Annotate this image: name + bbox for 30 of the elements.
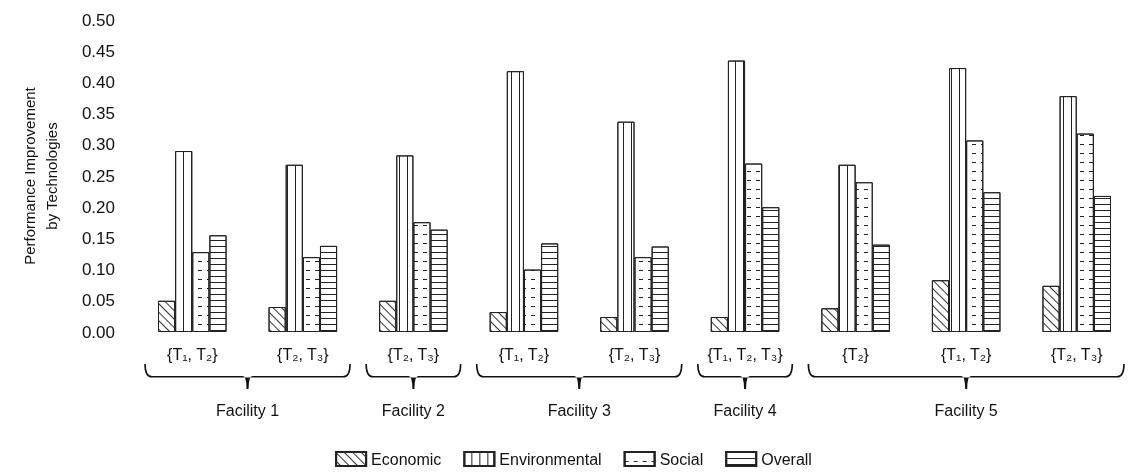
text: Facility 1 — [215, 402, 280, 419]
text: Facility 4 — [713, 402, 777, 419]
y-tick-label: 0.35 — [81, 104, 115, 124]
x-tick-label: {T₁, T₂} — [167, 345, 219, 363]
legend-label: Economic — [371, 450, 442, 468]
y-tick-label: 0.10 — [81, 260, 115, 280]
legend-label: Social — [659, 450, 704, 468]
y-tick-label: 0.05 — [81, 291, 115, 311]
x-tick-label: {T₂, T₃} — [608, 345, 661, 363]
x-tick-label: {T₁, T₂} — [498, 345, 550, 363]
y-tick-label: 0.50 — [81, 10, 115, 30]
y-tick-label: 0.30 — [81, 135, 115, 155]
x-tick-label: {T₂, T₃} — [277, 345, 330, 363]
y-tick-label: 0.25 — [81, 166, 115, 186]
y-tick-label: 0.40 — [81, 72, 115, 92]
text: Facility 3 — [547, 402, 611, 419]
x-tick-label: {T₂, T₃} — [387, 345, 440, 363]
x-tick-label: {T₂} — [842, 345, 870, 363]
legend-label: Overall — [761, 450, 812, 468]
y-tick-label: 0.20 — [81, 197, 115, 217]
legend-label: Environmental — [499, 450, 602, 468]
y-axis-title: Performance Improvement by Technologies — [20, 86, 60, 265]
x-tick-label: {T₂, T₃} — [1050, 345, 1104, 363]
x-tick-label: {T₁, T₂, T₃} — [707, 345, 784, 363]
x-tick-label: {T₁, T₂} — [940, 345, 993, 363]
text: Facility 2 — [381, 402, 446, 419]
y-tick-label: 0.45 — [81, 41, 115, 61]
y-tick-label: 0.00 — [81, 322, 115, 342]
text: Facility 5 — [934, 402, 998, 419]
y-tick-label: 0.15 — [81, 228, 115, 248]
